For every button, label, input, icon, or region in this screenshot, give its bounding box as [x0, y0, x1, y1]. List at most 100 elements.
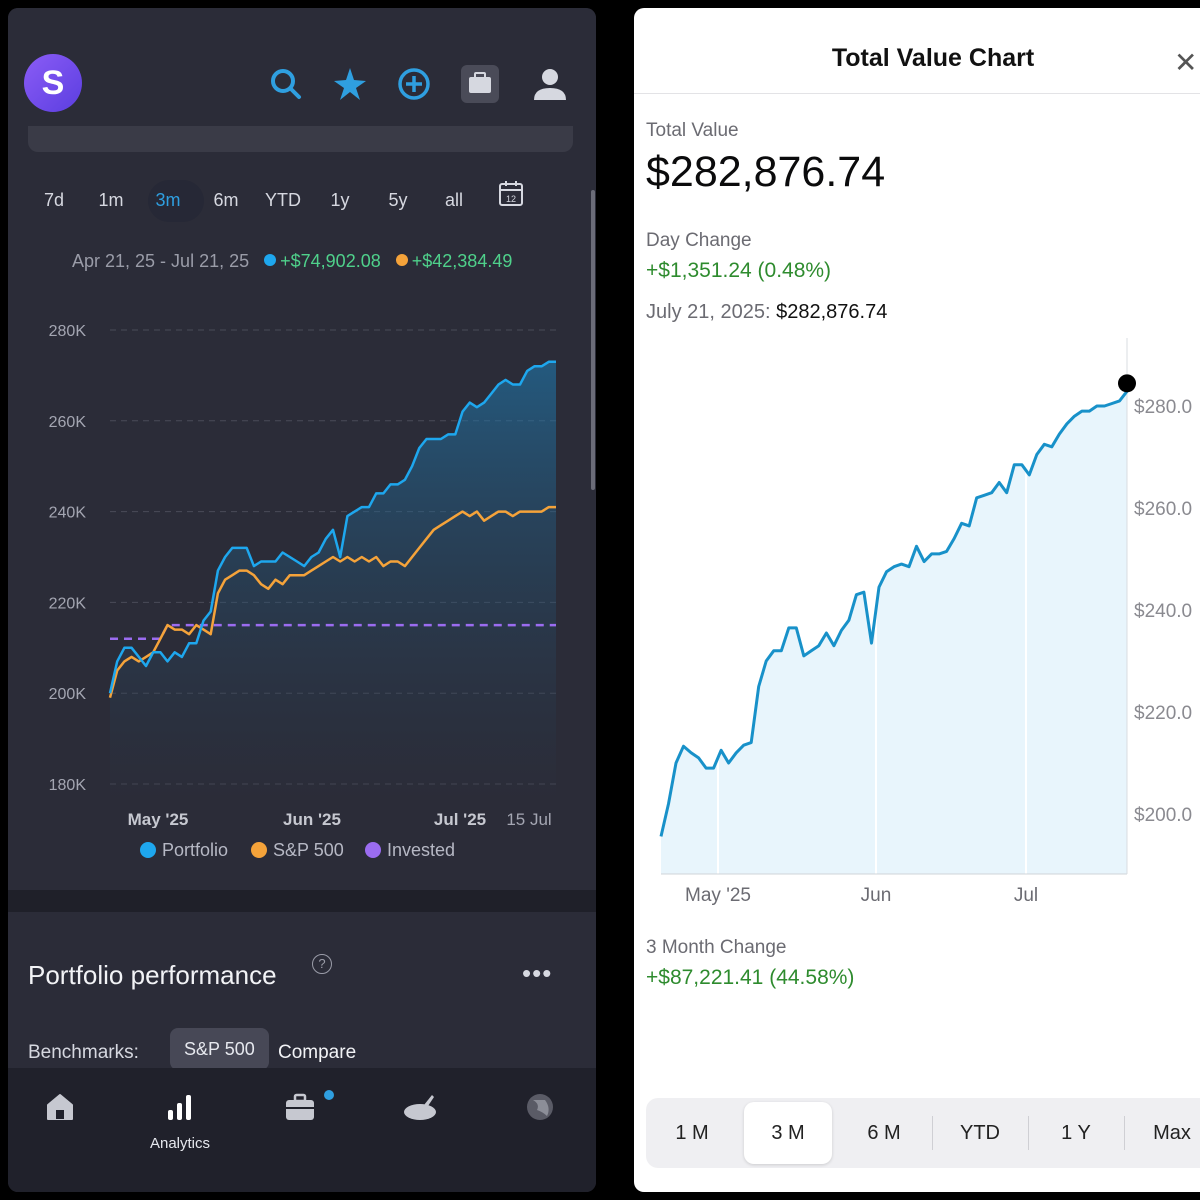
briefcase-icon[interactable]: [460, 64, 500, 104]
tab-holdings[interactable]: [250, 1090, 350, 1129]
globe-icon: [527, 1094, 553, 1120]
benchmarks-label: Benchmarks:: [28, 1042, 139, 1063]
compare-button[interactable]: Compare: [278, 1042, 357, 1063]
y-tick-label: 200K: [49, 686, 87, 703]
panel-header: Total Value Chart ✕: [634, 8, 1200, 94]
series-line-invested: [110, 623, 556, 640]
page-title: Total Value Chart: [831, 44, 1035, 72]
x-tick-label: Jul: [1014, 885, 1038, 906]
value-line: [659, 390, 1129, 837]
segment-divider: [1028, 1116, 1029, 1150]
portfolio-gain: +$74,902.08: [280, 251, 381, 271]
selected-date-readout: July 21, 2025: $282,876.74: [646, 301, 887, 324]
add-transaction-icon[interactable]: [394, 64, 434, 104]
portfolio-analytics-panel: S 7d 1m 3m 6m YTD 1y 5y all: [8, 8, 596, 1192]
segment-ytd[interactable]: YTD: [960, 1122, 1000, 1144]
segment-1m[interactable]: 1 M: [675, 1122, 709, 1144]
y-tick-label: 240K: [49, 505, 87, 522]
date-range: Apr 21, 25 - Jul 21, 25: [72, 251, 250, 271]
value-area: [661, 391, 1127, 874]
series-line-sp500: [108, 505, 556, 699]
y-tick-label: $260.0: [1134, 499, 1192, 520]
tab-explore[interactable]: [490, 1090, 590, 1129]
close-icon[interactable]: ✕: [1174, 47, 1198, 78]
x-tick-label: May '25: [685, 885, 751, 906]
legend-invested[interactable]: Invested: [365, 840, 455, 861]
search-icon[interactable]: [266, 64, 306, 104]
top-bar: S: [8, 8, 596, 128]
portfolio-area: [110, 361, 556, 804]
portfolio-dot: [264, 254, 277, 266]
selected-date-label: July 21, 2025:: [646, 301, 771, 323]
x-tick-label: Jun: [861, 885, 892, 906]
tab-label: Analytics: [149, 1135, 211, 1152]
sp500-gain: +$42,384.49: [411, 251, 513, 271]
benchmark-chip-sp500[interactable]: S&P 500: [170, 1028, 269, 1070]
y-tick-label: $240.0: [1134, 601, 1192, 622]
home-icon: [47, 1094, 73, 1120]
period-segmented-control: 1 M 3 M 6 M YTD 1 Y Max: [646, 1098, 1200, 1168]
star-icon[interactable]: [330, 64, 370, 104]
range-1y[interactable]: 1y: [330, 190, 350, 210]
tab-home[interactable]: [10, 1090, 110, 1129]
scrollbar[interactable]: [591, 190, 595, 490]
y-tick-label: $220.0: [1134, 703, 1192, 724]
legend-dot: [251, 842, 267, 858]
briefcase-icon: [286, 1093, 314, 1120]
legend-dot: [140, 842, 156, 858]
segment-3m[interactable]: 3 M: [744, 1102, 832, 1164]
sp500-dot: [395, 254, 408, 266]
legend-portfolio[interactable]: Portfolio: [140, 840, 228, 861]
legend-label: Invested: [387, 840, 456, 860]
section-divider: [8, 890, 596, 912]
total-value-panel: Total Value Chart ✕ Total Value $282,876…: [634, 8, 1200, 1192]
total-value: $282,876.74: [646, 148, 886, 196]
tab-analytics[interactable]: Analytics: [130, 1090, 230, 1152]
active-range-highlight: [148, 180, 204, 222]
range-6m[interactable]: 6m: [213, 190, 239, 210]
y-tick-label: $200.0: [1134, 805, 1192, 826]
segment-1y[interactable]: 1 Y: [1061, 1122, 1091, 1144]
period-change-value: +$87,221.41 (44.58%): [646, 966, 855, 989]
svg-text:12: 12: [506, 194, 516, 204]
legend-dot: [365, 842, 381, 858]
segment-max[interactable]: Max: [1153, 1122, 1191, 1144]
more-options-icon[interactable]: •••: [522, 958, 553, 988]
notification-dot: [324, 1090, 334, 1100]
piggy-icon: [404, 1095, 436, 1120]
series-line-portfolio: [108, 360, 556, 694]
segment-divider: [932, 1116, 933, 1150]
segment-6m[interactable]: 6 M: [867, 1122, 901, 1144]
legend-sp500[interactable]: S&P 500: [251, 840, 344, 861]
total-value-label: Total Value: [646, 120, 739, 141]
collapsed-card-edge: [28, 126, 573, 152]
bottom-tab-bar: Analytics: [8, 1068, 596, 1192]
range-7d[interactable]: 7d: [43, 190, 65, 210]
y-tick-label: 180K: [49, 777, 87, 794]
section-title: Portfolio performance: [28, 960, 277, 990]
day-change-value: +$1,351.24 (0.48%): [646, 259, 832, 282]
selected-point-marker: [1118, 374, 1136, 393]
x-tick-label: Jul '25: [434, 810, 486, 828]
portfolio-vs-benchmark-chart[interactable]: 280K 260K 240K 220K 200K 180K May '25 Jun '25 Ju…: [8, 308, 596, 828]
calendar-icon[interactable]: 12: [498, 179, 524, 207]
y-tick-label: 260K: [49, 414, 87, 431]
range-1m[interactable]: 1m: [98, 190, 124, 210]
total-value-chart[interactable]: $280.0 $260.0 $240.0 $220.0 $200.0 May '25 Jun…: [634, 338, 1200, 918]
x-tick-label: Jun '25: [283, 810, 341, 828]
app-logo[interactable]: S: [24, 54, 82, 112]
range-ytd[interactable]: YTD: [265, 190, 301, 210]
analytics-icon: [168, 1095, 191, 1120]
range-all[interactable]: all: [444, 190, 463, 210]
range-3m[interactable]: 3m: [155, 190, 181, 210]
x-tick-label: May '25: [128, 810, 189, 828]
segment-divider: [1124, 1116, 1125, 1150]
y-tick-label: 220K: [49, 595, 87, 612]
tab-plans[interactable]: [370, 1090, 470, 1129]
help-icon[interactable]: ?: [312, 954, 332, 974]
legend-label: S&P 500: [273, 840, 344, 860]
chart-summary: Apr 21, 25 - Jul 21, 25 +$74,902.08 +$42…: [72, 251, 512, 272]
range-5y[interactable]: 5y: [388, 190, 408, 210]
legend-label: Portfolio: [162, 840, 229, 860]
profile-icon[interactable]: [530, 64, 570, 104]
